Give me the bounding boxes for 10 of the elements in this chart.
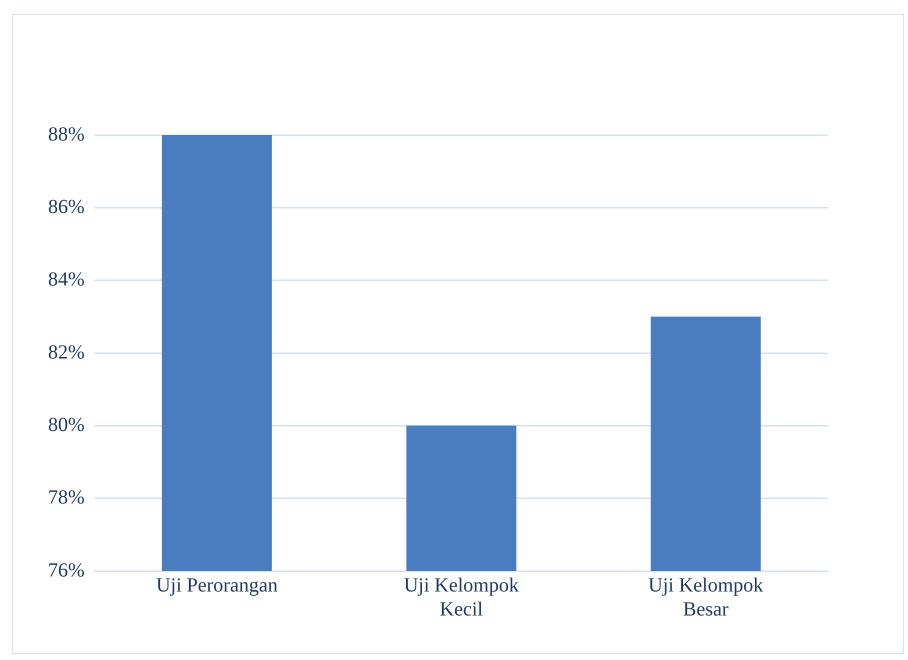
y-tick-label: 88%	[48, 123, 85, 146]
y-tick-label: 86%	[48, 196, 85, 218]
x-tick-label: Uji Kelompok Kecil	[404, 574, 519, 620]
y-tick-label: 78%	[48, 486, 85, 509]
y-tick-label: 76%	[48, 559, 85, 582]
x-tick-label: Uji Perorangan	[156, 574, 278, 596]
y-tick-label: 84%	[48, 268, 85, 291]
y-tick-label: 82%	[48, 341, 85, 364]
y-tick-label: 80%	[48, 414, 85, 436]
x-tick-label: Uji Kelompok Besar	[648, 574, 764, 620]
